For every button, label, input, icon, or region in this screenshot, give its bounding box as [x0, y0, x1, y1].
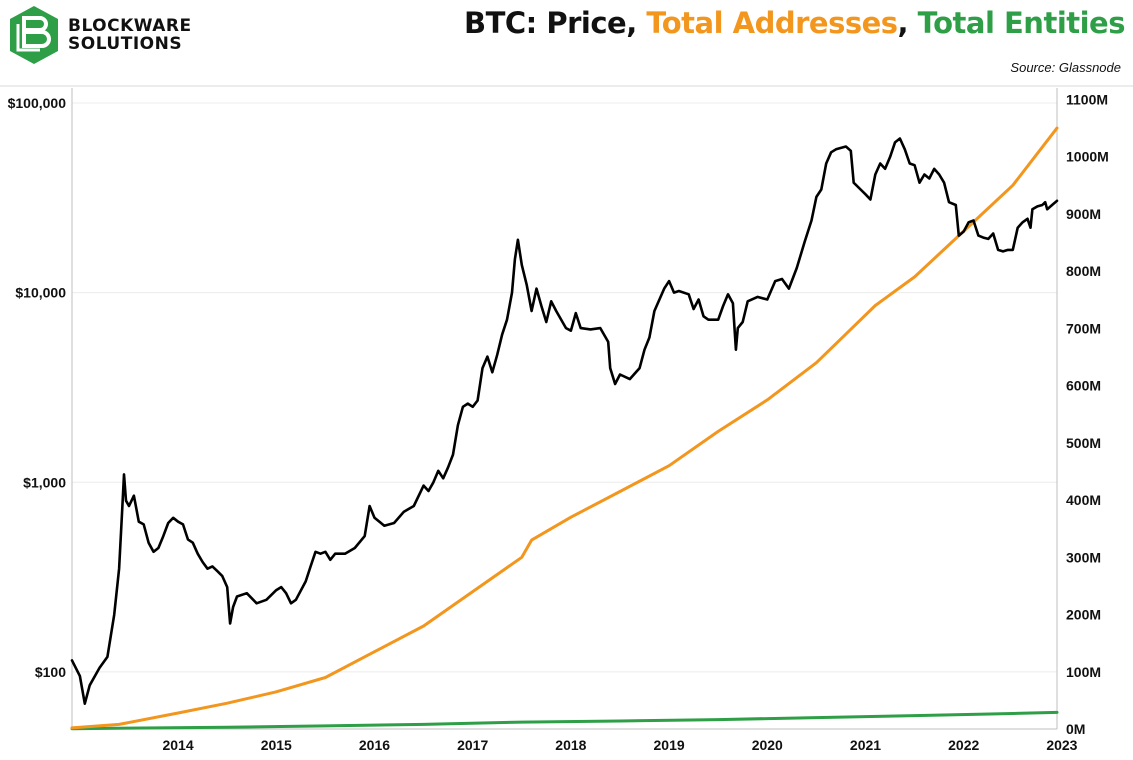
x-tick-label: 2018 — [555, 737, 586, 753]
brand-line1: BLOCKWARE — [68, 16, 192, 36]
x-tick-label: 2022 — [948, 737, 979, 753]
y-right-tick-label: 200M — [1066, 607, 1101, 623]
series-lines — [70, 126, 1059, 731]
x-tick-label: 2017 — [457, 737, 488, 753]
y-right-tick-label: 0M — [1066, 721, 1085, 737]
y-right-tick-label: 900M — [1066, 206, 1101, 222]
series-line-total-addresses — [70, 126, 1059, 730]
y-right-tick-label: 800M — [1066, 263, 1101, 279]
y-right-tick-label: 100M — [1066, 664, 1101, 680]
title-price: BTC: Price, — [463, 6, 647, 40]
x-tick-label: 2015 — [261, 737, 292, 753]
tick-labels: $100 $1,000 $10,000 $100,000 0M 100M 200M 300M 4… — [8, 91, 1109, 753]
title-addresses: Total Addresses — [646, 6, 898, 40]
y-left-tick-label: $100 — [35, 664, 66, 680]
x-tick-label: 2019 — [654, 737, 685, 753]
x-tick-label: 2020 — [752, 737, 783, 753]
brand-logo: BLOCKWARE SOLUTIONS — [6, 4, 192, 66]
y-left-tick-label: $100,000 — [8, 95, 67, 111]
chart-title: BTC: Price, Total Addresses, Total Entit… — [463, 6, 1126, 40]
axes — [71, 88, 1058, 730]
brand-line2: SOLUTIONS — [68, 34, 183, 54]
y-right-tick-label: 1000M — [1066, 149, 1109, 165]
x-tick-label: 2016 — [359, 737, 390, 753]
series-line-price — [70, 137, 1059, 705]
y-left-tick-label: $10,000 — [15, 285, 66, 301]
y-right-tick-label: 700M — [1066, 320, 1101, 336]
x-tick-label: 2021 — [850, 737, 881, 753]
x-tick-label: 2023 — [1046, 737, 1077, 753]
blockware-logo-icon — [10, 6, 58, 64]
y-right-tick-label: 600M — [1066, 378, 1101, 394]
series-line-total-entities — [70, 710, 1059, 731]
y-left-tick-label: $1,000 — [23, 474, 66, 490]
x-tick-label: 2014 — [162, 737, 193, 753]
y-right-tick-label: 300M — [1066, 549, 1101, 565]
brand-name: BLOCKWARE SOLUTIONS — [68, 17, 192, 53]
y-right-tick-label: 1100M — [1066, 91, 1108, 107]
y-right-tick-label: 400M — [1066, 492, 1101, 508]
title-separator: , — [897, 6, 918, 40]
y-right-tick-label: 500M — [1066, 435, 1101, 451]
gridlines — [72, 102, 1057, 673]
title-entities: Total Entities — [917, 6, 1126, 40]
source-note: Source: Glassnode — [1010, 60, 1121, 75]
